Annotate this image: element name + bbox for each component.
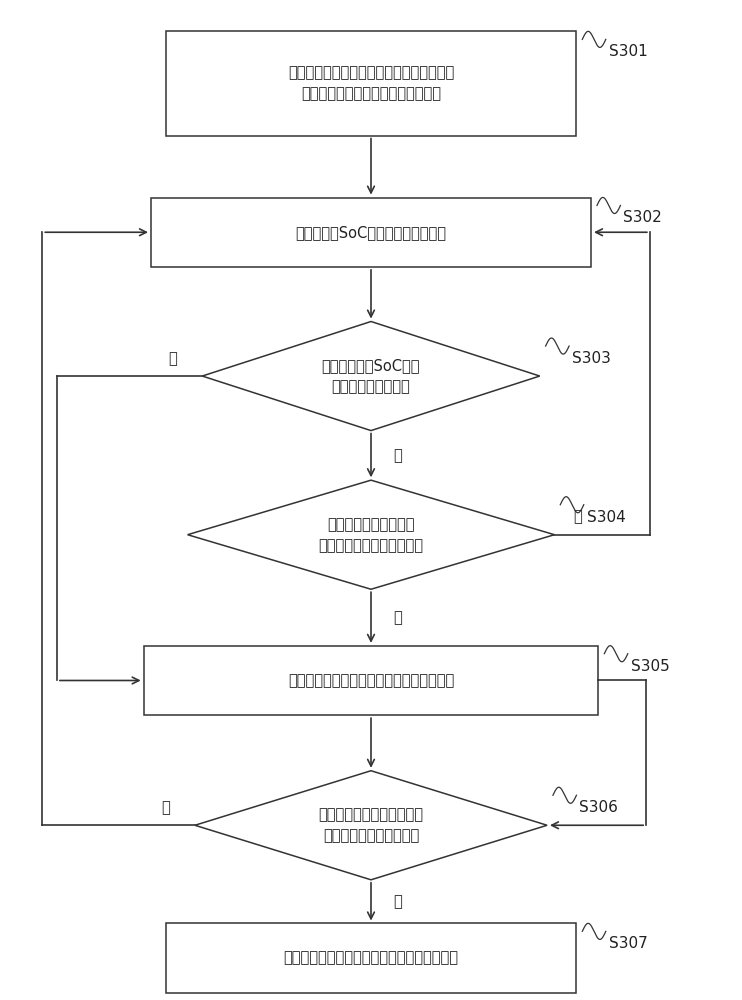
- Text: S306: S306: [580, 800, 618, 815]
- Text: S304: S304: [587, 510, 626, 525]
- Text: 判断动力电池静置时间
是否达到均衡中止静置时间: 判断动力电池静置时间 是否达到均衡中止静置时间: [318, 517, 424, 553]
- Text: 否: 否: [161, 800, 170, 815]
- Text: S305: S305: [631, 659, 669, 674]
- Text: 否: 否: [393, 448, 401, 463]
- Text: S301: S301: [608, 44, 648, 59]
- Text: 判断动力电池SoC是否
达到均衡中止预设值: 判断动力电池SoC是否 达到均衡中止预设值: [322, 358, 420, 394]
- Bar: [151, 198, 591, 267]
- Text: S303: S303: [572, 351, 611, 366]
- Text: S302: S302: [623, 210, 662, 225]
- Polygon shape: [188, 480, 554, 589]
- Text: S307: S307: [608, 936, 648, 951]
- Text: 是: 是: [393, 610, 401, 625]
- Text: 均衡回路断开，动力电池单体均衡过程中止: 均衡回路断开，动力电池单体均衡过程中止: [288, 673, 454, 688]
- Bar: [165, 923, 577, 993]
- Text: 对动力电池SoC及均衡时间进行监控: 对动力电池SoC及均衡时间进行监控: [295, 225, 447, 240]
- Text: 对满足均衡终止条件的动力电池单体停止均衡: 对满足均衡终止条件的动力电池单体停止均衡: [283, 951, 459, 966]
- Bar: [165, 31, 577, 136]
- Polygon shape: [203, 321, 539, 431]
- Polygon shape: [195, 771, 547, 880]
- Text: 判断均衡回路闭合累计时间
是否达到均衡时间计算值: 判断均衡回路闭合累计时间 是否达到均衡时间计算值: [318, 807, 424, 843]
- Text: 是: 是: [393, 894, 401, 909]
- Bar: [143, 646, 599, 715]
- Text: 是: 是: [168, 351, 177, 366]
- Text: 否: 否: [573, 509, 582, 524]
- Text: 动力电池单体均衡启动后，均衡回路闭合，
同时计时器开始对均衡时间进行计时: 动力电池单体均衡启动后，均衡回路闭合， 同时计时器开始对均衡时间进行计时: [288, 65, 454, 101]
